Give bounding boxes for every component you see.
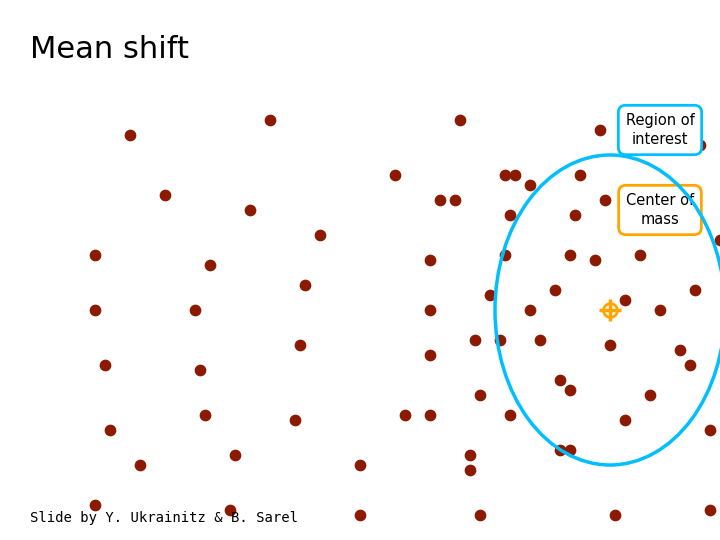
Point — [594, 126, 606, 134]
Point — [599, 195, 611, 204]
Point — [684, 361, 696, 369]
Point — [524, 306, 536, 314]
Point — [564, 446, 576, 454]
Point — [499, 251, 510, 259]
Point — [549, 286, 561, 294]
Point — [354, 511, 366, 519]
Point — [434, 195, 446, 204]
Point — [499, 171, 510, 179]
Point — [534, 336, 546, 345]
Text: Center of
mass: Center of mass — [626, 193, 694, 227]
Point — [609, 511, 621, 519]
Point — [464, 451, 476, 460]
Point — [354, 461, 366, 469]
Point — [474, 511, 486, 519]
Point — [134, 461, 145, 469]
Point — [619, 296, 631, 305]
Point — [449, 195, 461, 204]
Text: Slide by Y. Ukrainitz & B. Sarel: Slide by Y. Ukrainitz & B. Sarel — [30, 511, 298, 525]
Point — [469, 336, 481, 345]
Text: Region of
interest: Region of interest — [626, 113, 694, 147]
Point — [314, 231, 325, 239]
Point — [524, 181, 536, 190]
Point — [554, 446, 566, 454]
Point — [89, 501, 101, 509]
Point — [244, 206, 256, 214]
Point — [604, 341, 616, 349]
Point — [619, 416, 631, 424]
Point — [289, 416, 301, 424]
Point — [485, 291, 496, 299]
Point — [694, 141, 706, 150]
Point — [504, 211, 516, 219]
Point — [125, 131, 136, 139]
Point — [654, 306, 666, 314]
Point — [424, 306, 436, 314]
Point — [504, 411, 516, 420]
Point — [634, 211, 646, 219]
Point — [390, 171, 401, 179]
Point — [674, 346, 685, 354]
Point — [704, 426, 716, 434]
Point — [634, 251, 646, 259]
Point — [494, 336, 505, 345]
Point — [454, 116, 466, 124]
Point — [199, 411, 211, 420]
Point — [224, 505, 235, 514]
Point — [714, 235, 720, 244]
Point — [194, 366, 206, 374]
Point — [570, 211, 581, 219]
Point — [294, 341, 306, 349]
Point — [99, 361, 111, 369]
Point — [575, 171, 586, 179]
Point — [89, 306, 101, 314]
Point — [424, 411, 436, 420]
Point — [564, 251, 576, 259]
Point — [674, 201, 685, 210]
Point — [204, 261, 216, 269]
Point — [89, 251, 101, 259]
Point — [399, 411, 410, 420]
Point — [189, 306, 201, 314]
Point — [704, 505, 716, 514]
Point — [300, 281, 311, 289]
Point — [554, 376, 566, 384]
Point — [264, 116, 276, 124]
Point — [424, 255, 436, 264]
Point — [159, 191, 171, 199]
Point — [474, 390, 486, 399]
Point — [424, 350, 436, 359]
Point — [564, 386, 576, 394]
Point — [509, 171, 521, 179]
Text: Mean shift: Mean shift — [30, 35, 189, 64]
Point — [464, 465, 476, 474]
Point — [229, 451, 240, 460]
Point — [589, 255, 600, 264]
Point — [689, 286, 701, 294]
Point — [104, 426, 116, 434]
Point — [644, 390, 656, 399]
